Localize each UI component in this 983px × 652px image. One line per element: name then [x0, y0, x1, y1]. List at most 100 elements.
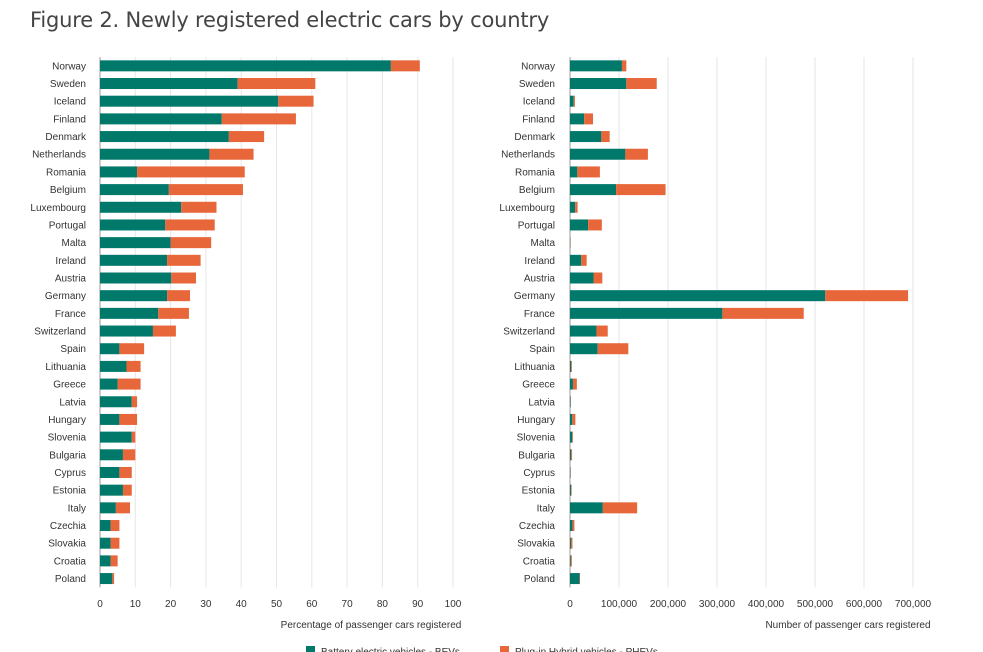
pct-bar-phev — [137, 166, 245, 178]
pct-bar-bev — [100, 307, 159, 319]
cnt-bar-bev — [570, 484, 572, 496]
cnt-bar-phev — [575, 201, 578, 213]
cnt-bar-bev — [570, 131, 602, 143]
pct-bar-bev — [100, 413, 120, 425]
figure-title: Figure 2. Newly registered electric cars… — [30, 8, 550, 32]
cnt-bar-phev — [825, 290, 909, 302]
cnt-bar-phev — [722, 307, 804, 319]
cnt-category-label: Belgium — [519, 185, 555, 196]
cnt-bar-phev — [616, 184, 666, 196]
pct-category-label: Finland — [53, 114, 86, 125]
pct-category-label: Belgium — [50, 185, 86, 196]
cnt-category-label: Estonia — [522, 486, 556, 497]
cnt-bar-phev — [572, 431, 573, 443]
pct-bar-phev — [167, 290, 191, 302]
cnt-bar-phev — [570, 537, 573, 549]
cnt-bar-bev — [570, 95, 574, 107]
pct-category-label: Lithuania — [45, 362, 86, 373]
cnt-bar-phev — [572, 413, 576, 425]
percentage-chart: 0 10 20 30 40 50 60 70 80 90 100 Norway Sweden Icelan… — [30, 57, 462, 631]
pct-category-label: Slovenia — [48, 433, 87, 444]
pct-category-label: Norway — [52, 61, 86, 72]
cnt-category-label: Luxembourg — [499, 203, 555, 214]
cnt-bar-phev — [573, 95, 575, 107]
cnt-x-tick-label: 400,000 — [748, 599, 785, 610]
pct-category-label: Spain — [60, 344, 86, 355]
pct-x-tick-label: 100 — [445, 599, 462, 610]
pct-bar-bev — [100, 466, 120, 478]
pct-category-label: Romania — [46, 167, 86, 178]
cnt-bar-phev — [602, 502, 638, 514]
pct-bar-phev — [170, 237, 212, 249]
pct-bar-phev — [278, 95, 314, 107]
cnt-category-label: Cyprus — [523, 468, 555, 479]
cnt-bar-bev — [570, 219, 589, 231]
pct-bar-phev — [167, 254, 201, 266]
pct-bar-phev — [165, 219, 215, 231]
cnt-x-axis-title: Number of passenger cars registered — [765, 620, 930, 631]
pct-bar-bev — [100, 431, 132, 443]
pct-bar-phev — [131, 431, 136, 443]
cnt-bar-bev — [570, 555, 571, 567]
cnt-bar-bev — [570, 148, 626, 160]
pct-bar-phev — [122, 484, 132, 496]
cnt-bar-bev — [570, 272, 594, 284]
pct-bar-phev — [152, 325, 176, 337]
pct-bar-bev — [100, 378, 118, 390]
pct-bar-bev — [100, 325, 153, 337]
cnt-x-tick-label: 300,000 — [699, 599, 736, 610]
cnt-bar-phev — [581, 254, 587, 266]
cnt-bar-phev — [577, 166, 600, 178]
cnt-bar-bev — [570, 113, 585, 125]
pct-bar-phev — [110, 520, 120, 532]
pct-category-label: Switzerland — [34, 327, 86, 338]
cnt-category-label: Switzerland — [503, 327, 555, 338]
cnt-category-label: Greece — [522, 380, 555, 391]
cnt-bar-phev — [571, 484, 572, 496]
pct-bar-phev — [110, 537, 120, 549]
cnt-category-label: Italy — [537, 503, 555, 514]
cnt-bar-bev — [570, 78, 627, 90]
cnt-x-tick-label: 500,000 — [797, 599, 834, 610]
pct-x-tick-label: 30 — [200, 599, 212, 610]
cnt-x-tick-label: 700,000 — [895, 599, 932, 610]
pct-category-label: Czechia — [50, 521, 87, 532]
pct-bar-phev — [115, 502, 131, 514]
cnt-bar-phev — [588, 219, 602, 231]
pct-bar-phev — [181, 201, 217, 213]
cnt-bar-bev — [570, 502, 603, 514]
cnt-bar-phev — [625, 148, 648, 160]
pct-bar-bev — [100, 520, 111, 532]
cnt-category-label: France — [524, 309, 556, 320]
cnt-bar-bev — [570, 325, 597, 337]
cnt-bar-phev — [621, 60, 627, 72]
pct-bar-phev — [221, 113, 296, 125]
cnt-bar-bev — [570, 290, 826, 302]
cnt-bar-bev — [570, 573, 580, 585]
cnt-category-label: Latvia — [528, 397, 555, 408]
cnt-bar-bev — [570, 184, 617, 196]
pct-x-tick-label: 70 — [342, 599, 354, 610]
pct-category-label: Ireland — [55, 256, 86, 267]
pct-category-label: France — [55, 309, 87, 320]
count-chart: 0 100,000 200,000 300,000 400,000 500,000 600,… — [499, 57, 932, 631]
pct-bar-bev — [100, 166, 138, 178]
pct-category-label: Cyprus — [54, 468, 86, 479]
pct-category-label: Slovakia — [48, 539, 86, 550]
cnt-bar-bev — [570, 360, 572, 372]
pct-bar-bev — [100, 537, 111, 549]
pct-bar-phev — [119, 413, 138, 425]
cnt-bar-bev — [570, 431, 573, 443]
cnt-bar-phev — [570, 555, 572, 567]
pct-bar-phev — [171, 272, 197, 284]
cnt-bar-phev — [584, 113, 594, 125]
pct-category-label: Latvia — [59, 397, 86, 408]
pct-bar-bev — [100, 60, 391, 72]
cnt-category-label: Bulgaria — [518, 450, 555, 461]
pct-bar-phev — [168, 184, 243, 196]
cnt-category-label: Denmark — [514, 132, 556, 143]
legend-label-bev: Battery electric vehicles - BEVs — [321, 647, 460, 652]
pct-category-label: Croatia — [54, 556, 87, 567]
pct-bar-phev — [390, 60, 420, 72]
